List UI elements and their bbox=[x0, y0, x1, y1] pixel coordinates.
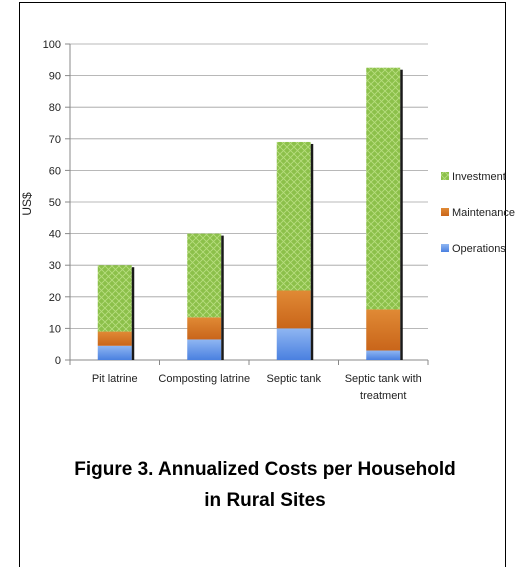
legend-swatch-investment bbox=[441, 172, 449, 180]
bar-maintenance bbox=[97, 331, 132, 346]
y-tick-label: 30 bbox=[49, 260, 61, 272]
legend: Investment Maintenance Operations bbox=[441, 171, 515, 255]
bar-operations bbox=[276, 328, 311, 360]
y-tick-label: 60 bbox=[49, 165, 61, 177]
y-tick-label: 20 bbox=[49, 292, 61, 304]
y-tick-label: 0 bbox=[55, 355, 61, 367]
bar-shadow-edge bbox=[310, 143, 314, 360]
y-tick-label: 90 bbox=[49, 71, 61, 83]
figure-caption-line1: Figure 3. Annualized Costs per Household bbox=[74, 459, 456, 480]
x-tick-labels: Pit latrine Composting latrine Septic tank… bbox=[92, 373, 422, 402]
x-tick-label: treatment bbox=[360, 390, 406, 402]
legend-swatch-maintenance bbox=[441, 208, 449, 216]
x-tick-label: Pit latrine bbox=[92, 373, 138, 385]
y-tick-label: 70 bbox=[49, 134, 61, 146]
bar-shadow-edge bbox=[221, 235, 224, 360]
bar-shadow-edge bbox=[400, 69, 403, 360]
bar-investment bbox=[97, 265, 132, 332]
stacked-bar-chart: 0 10 20 30 40 50 60 70 80 90 100 US$ Pit latrine Co… bbox=[20, 39, 515, 402]
y-tick-label: 100 bbox=[43, 39, 61, 51]
x-tick-label: Composting latrine bbox=[158, 373, 250, 385]
x-tick-label: Septic tank bbox=[267, 373, 322, 385]
legend-label-maintenance: Maintenance bbox=[452, 207, 515, 219]
figure-frame bbox=[19, 2, 506, 567]
bar-investment bbox=[187, 233, 222, 318]
bar-investment bbox=[276, 141, 311, 291]
bar-operations bbox=[366, 350, 401, 360]
y-axis-label: US$ bbox=[20, 192, 34, 216]
bar-operations bbox=[97, 345, 132, 360]
bar-maintenance bbox=[187, 317, 222, 340]
figure-caption-line2: in Rural Sites bbox=[204, 490, 326, 511]
legend-swatch-operations bbox=[441, 244, 449, 252]
bar-investment bbox=[366, 67, 401, 310]
bar-shadow-edge bbox=[131, 267, 135, 360]
bar-maintenance bbox=[276, 290, 311, 329]
bars bbox=[97, 67, 403, 360]
legend-label-operations: Operations bbox=[452, 243, 506, 255]
y-tick-label: 50 bbox=[49, 197, 61, 209]
bar-maintenance bbox=[366, 309, 401, 351]
y-tick-label: 40 bbox=[49, 229, 61, 241]
legend-label-investment: Investment bbox=[452, 171, 506, 183]
y-tick-label: 10 bbox=[49, 323, 61, 335]
y-tick-label: 80 bbox=[49, 102, 61, 114]
y-tick-labels: 0 10 20 30 40 50 60 70 80 90 100 bbox=[43, 39, 61, 367]
x-tick-label: Septic tank with bbox=[345, 373, 422, 385]
bar-operations bbox=[187, 339, 222, 360]
